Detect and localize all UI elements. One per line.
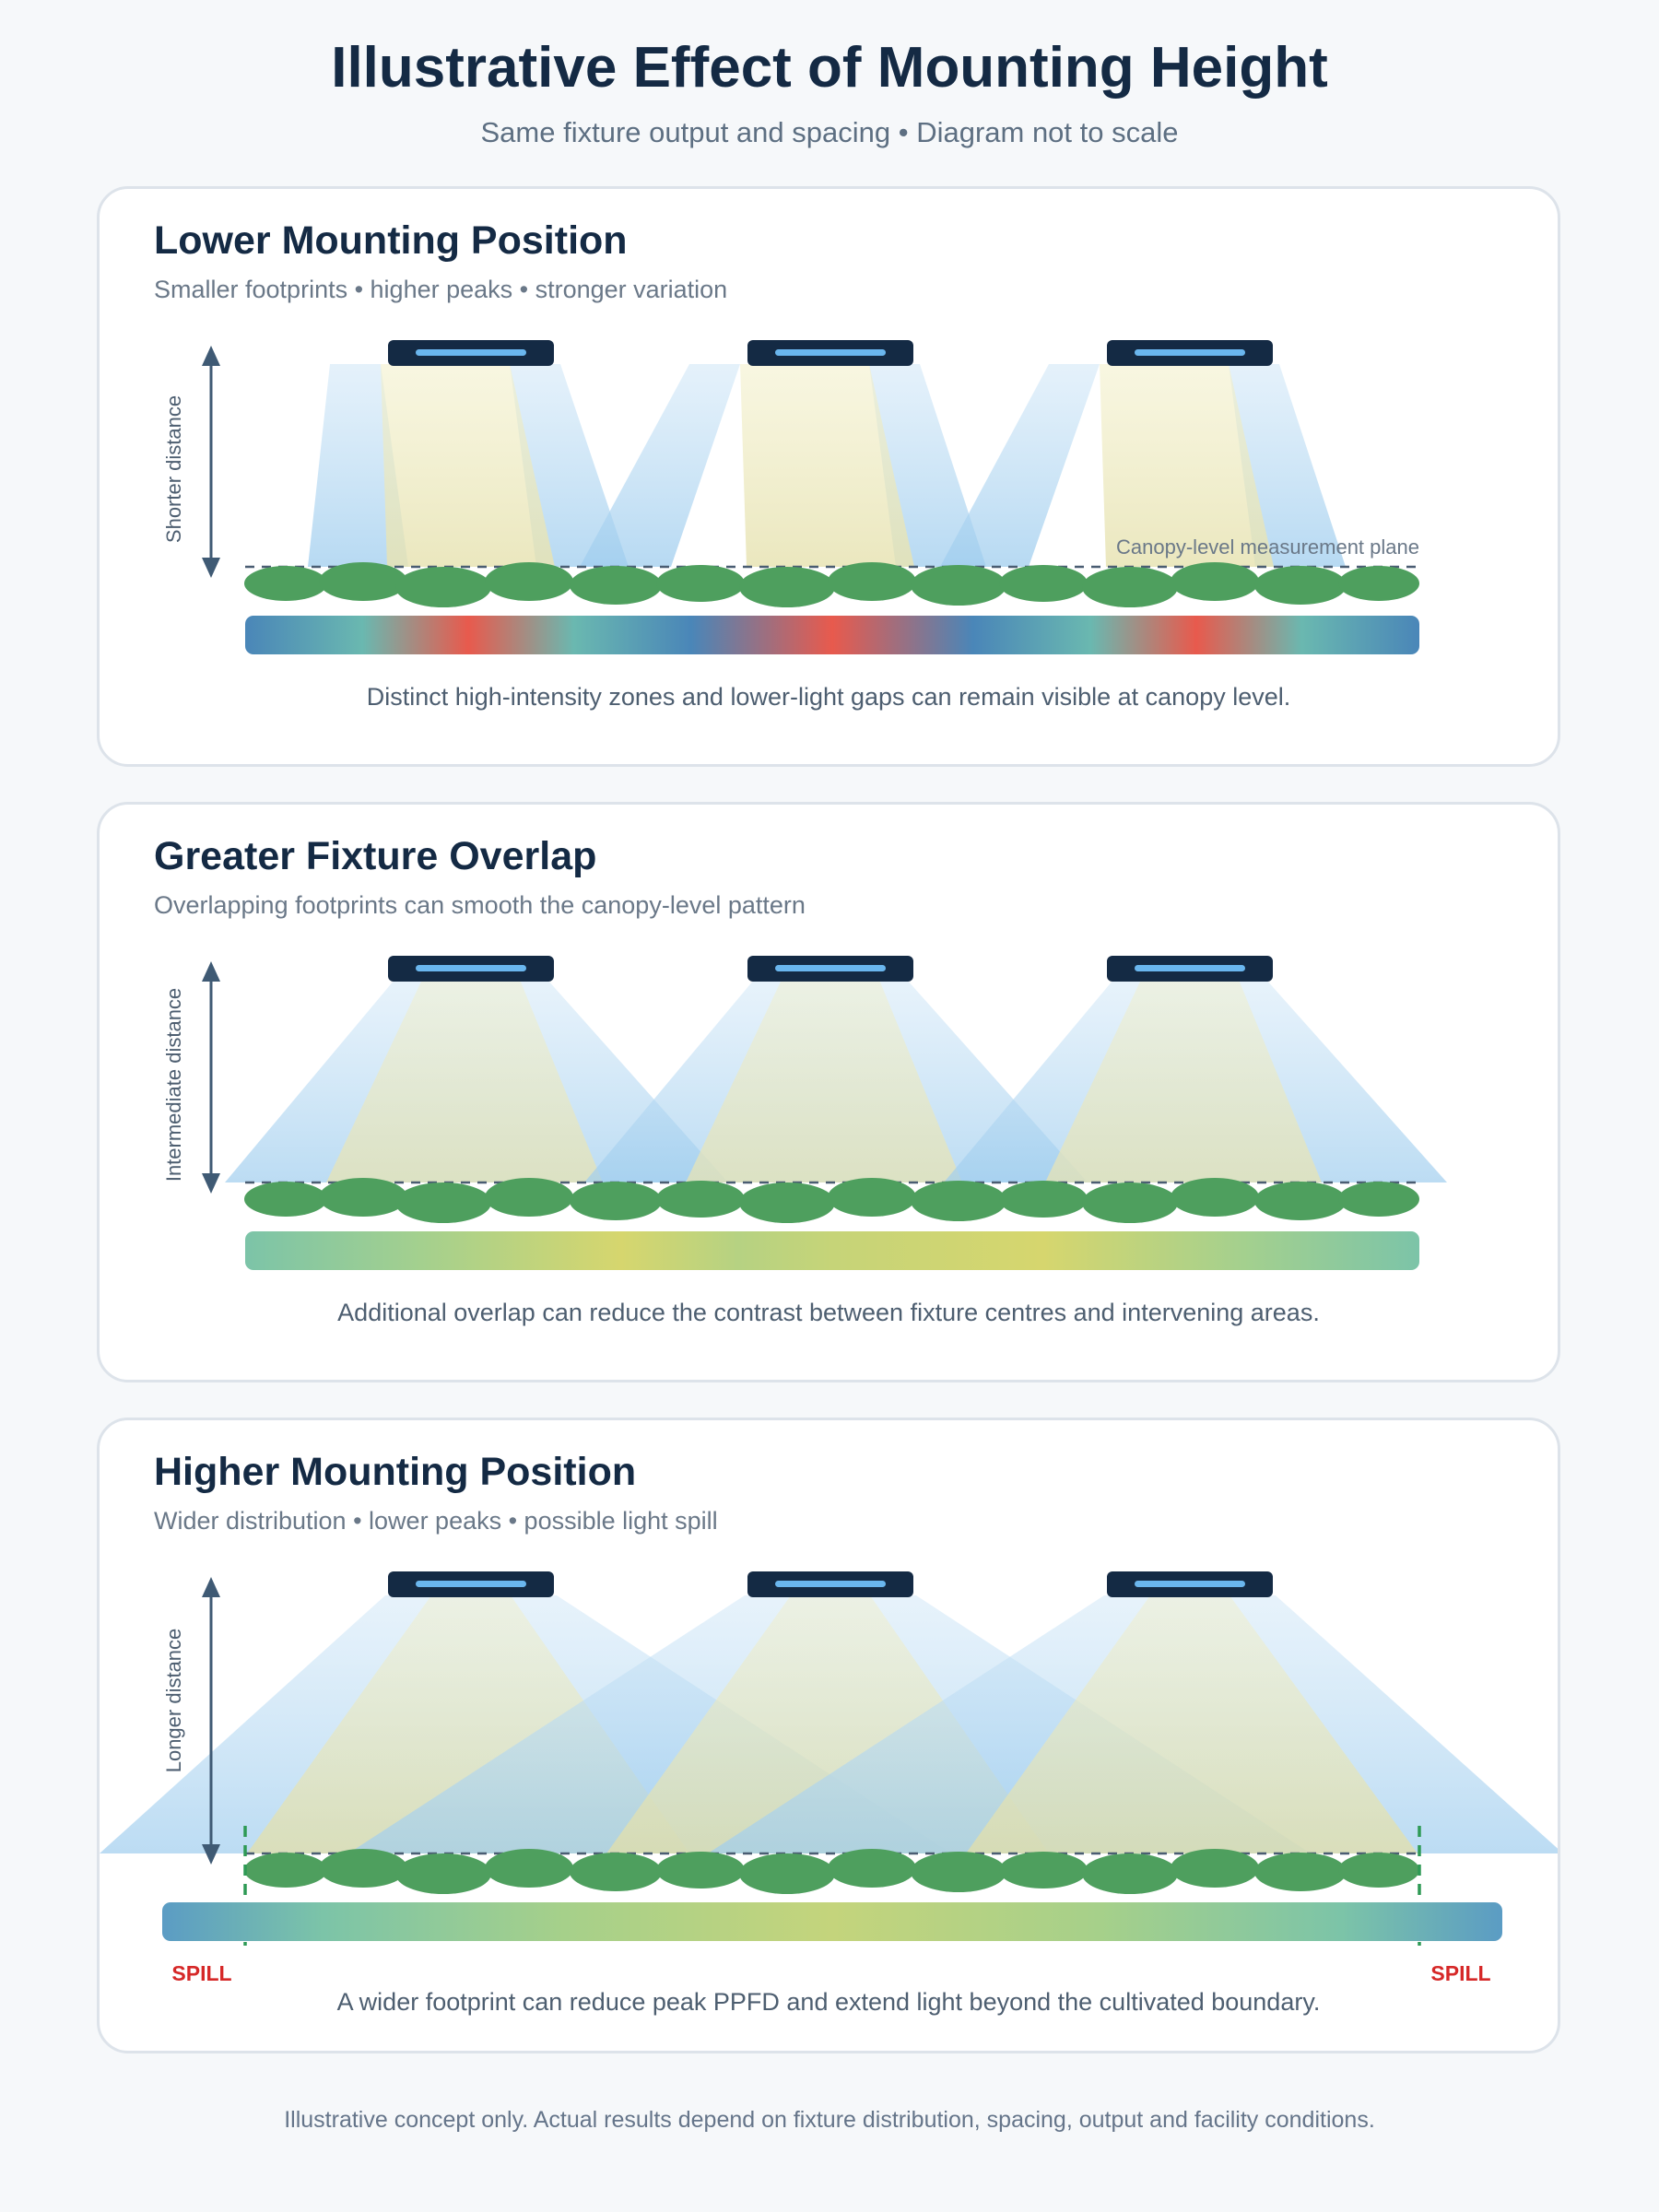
plant xyxy=(999,1852,1088,1888)
plant xyxy=(1254,566,1347,605)
plant xyxy=(828,562,916,601)
plant xyxy=(244,566,327,601)
beam-core xyxy=(1045,980,1322,1182)
plant xyxy=(485,562,573,601)
intensity-strip xyxy=(162,1902,1502,1941)
page-subtitle: Same fixture output and spacing • Diagra… xyxy=(480,116,1179,148)
plant xyxy=(1171,562,1259,601)
plant xyxy=(1338,566,1419,601)
fixture xyxy=(1107,956,1273,982)
beam-footprint xyxy=(580,364,740,567)
light-fixtures xyxy=(388,956,1273,982)
beam-footprint xyxy=(940,364,1100,567)
plant xyxy=(244,1182,327,1217)
light-fixtures xyxy=(388,1571,1273,1597)
plant xyxy=(999,1181,1088,1218)
plant xyxy=(395,1182,491,1223)
panel-higher-mounting: Higher Mounting Position Wider distribut… xyxy=(97,1418,1560,2053)
plant xyxy=(485,1178,573,1217)
light-fixtures xyxy=(388,340,1273,366)
plant xyxy=(1171,1849,1259,1888)
panel-subtitle: Wider distribution • lower peaks • possi… xyxy=(154,1507,718,1535)
plant xyxy=(828,1849,916,1888)
plant xyxy=(395,567,491,607)
panel-title: Lower Mounting Position xyxy=(154,218,628,263)
plant xyxy=(319,1178,407,1217)
distance-label: Intermediate distance xyxy=(162,988,185,1182)
plant xyxy=(244,1853,327,1888)
plant xyxy=(1082,1182,1178,1223)
panel-caption: Distinct high-intensity zones and lower-… xyxy=(366,683,1291,711)
plant xyxy=(570,1182,662,1220)
fixture xyxy=(747,340,913,366)
plant xyxy=(999,565,1088,602)
panel-lower-mounting: Lower Mounting Position Smaller footprin… xyxy=(97,186,1560,767)
distance-arrow: Shorter distance xyxy=(162,346,220,578)
plant xyxy=(1082,1853,1178,1894)
fixture xyxy=(388,956,554,982)
panel-diagram: Shorter distance Canopy-level measuremen… xyxy=(162,340,1419,654)
plant xyxy=(570,566,662,605)
plant xyxy=(911,1852,1006,1892)
plant xyxy=(739,1853,835,1894)
plant xyxy=(1254,1853,1347,1891)
beam-core xyxy=(740,364,914,567)
distance-label: Shorter distance xyxy=(162,395,185,543)
intensity-strip xyxy=(245,1231,1419,1270)
panel-subtitle: Smaller footprints • higher peaks • stro… xyxy=(154,276,728,303)
panel-greater-overlap: Greater Fixture Overlap Overlapping foot… xyxy=(97,802,1560,1382)
plant xyxy=(395,1853,491,1894)
panel-title: Higher Mounting Position xyxy=(154,1450,637,1494)
beam-core xyxy=(966,1595,1418,1853)
plant xyxy=(656,1181,745,1218)
footer-note: Illustrative concept only. Actual result… xyxy=(284,2107,1375,2133)
distance-arrow: Intermediate distance xyxy=(162,961,220,1194)
plant xyxy=(1254,1182,1347,1220)
plant xyxy=(739,567,835,607)
beam-core xyxy=(686,980,962,1182)
intensity-strip xyxy=(245,616,1419,654)
plant xyxy=(1171,1178,1259,1217)
plant-canopy xyxy=(244,1849,1419,1894)
fixture xyxy=(388,340,554,366)
plant xyxy=(739,1182,835,1223)
plant xyxy=(656,1852,745,1888)
beam-core xyxy=(381,364,555,567)
plant-canopy xyxy=(244,562,1419,607)
fixture xyxy=(747,956,913,982)
plant xyxy=(1338,1182,1419,1217)
plant xyxy=(656,565,745,602)
panel-diagram: Longer distance SPILL SPILL xyxy=(100,1571,1558,1985)
plant-canopy xyxy=(244,1178,1419,1223)
plant xyxy=(911,565,1006,606)
fixture xyxy=(747,1571,913,1597)
plant xyxy=(485,1849,573,1888)
plant xyxy=(319,562,407,601)
plant xyxy=(1338,1853,1419,1888)
light-beams xyxy=(100,1595,1558,1853)
fixture xyxy=(1107,1571,1273,1597)
spill-label-right: SPILL xyxy=(1430,1961,1490,1985)
panel-diagram: Intermediate distance xyxy=(162,956,1447,1270)
panel-title: Greater Fixture Overlap xyxy=(154,834,597,878)
light-beams xyxy=(308,364,1346,567)
beam-core xyxy=(1100,364,1274,567)
distance-arrow: Longer distance xyxy=(162,1577,220,1865)
plant xyxy=(570,1853,662,1891)
fixture xyxy=(388,1571,554,1597)
panel-subtitle: Overlapping footprints can smooth the ca… xyxy=(154,891,806,919)
panel-caption: A wider footprint can reduce peak PPFD a… xyxy=(336,1988,1321,2016)
plant xyxy=(911,1181,1006,1221)
page-title: Illustrative Effect of Mounting Height xyxy=(331,36,1328,100)
distance-label: Longer distance xyxy=(162,1629,185,1773)
fixture xyxy=(1107,340,1273,366)
spill-label-left: SPILL xyxy=(171,1961,231,1985)
light-beams xyxy=(225,980,1447,1182)
plant xyxy=(1082,567,1178,607)
plane-label: Canopy-level measurement plane xyxy=(1116,535,1419,559)
beam-core xyxy=(326,980,603,1182)
panel-caption: Additional overlap can reduce the contra… xyxy=(337,1299,1320,1326)
plant xyxy=(828,1178,916,1217)
plant xyxy=(319,1849,407,1888)
